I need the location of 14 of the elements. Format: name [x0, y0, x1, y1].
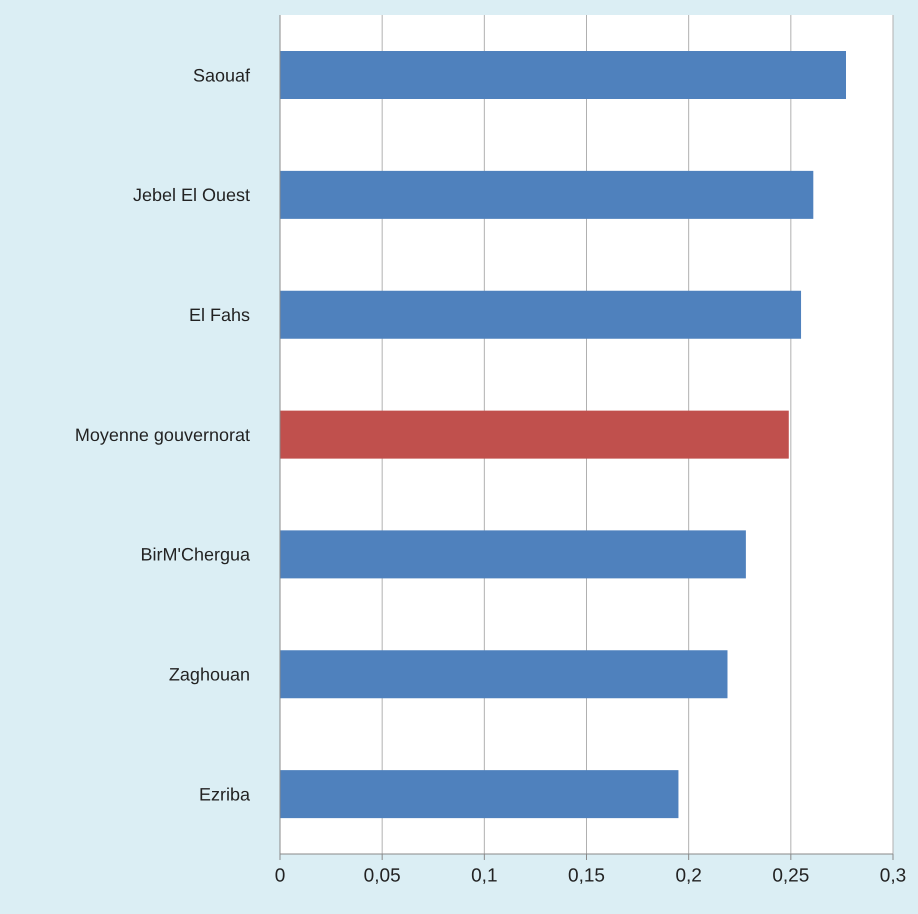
- y-tick-label: El Fahs: [188, 305, 250, 326]
- y-tick-label: Saouaf: [192, 65, 251, 86]
- y-tick-label: Jebel El Ouest: [132, 185, 250, 206]
- x-tick-label: 0,15: [568, 865, 605, 886]
- x-tick-label: 0,05: [364, 865, 401, 886]
- y-tick-label: Zaghouan: [168, 664, 250, 685]
- y-tick-label: BirM'Chergua: [140, 544, 251, 565]
- y-tick-label: Moyenne gouvernorat: [74, 424, 250, 445]
- x-tick-label: 0,1: [471, 865, 498, 886]
- y-tick-label: Ezriba: [198, 784, 251, 804]
- x-tick-label: 0,2: [675, 865, 702, 886]
- x-tick-label: 0,25: [772, 865, 810, 886]
- x-tick-label: 0: [274, 865, 286, 886]
- x-tick-label: 0,3: [880, 865, 906, 886]
